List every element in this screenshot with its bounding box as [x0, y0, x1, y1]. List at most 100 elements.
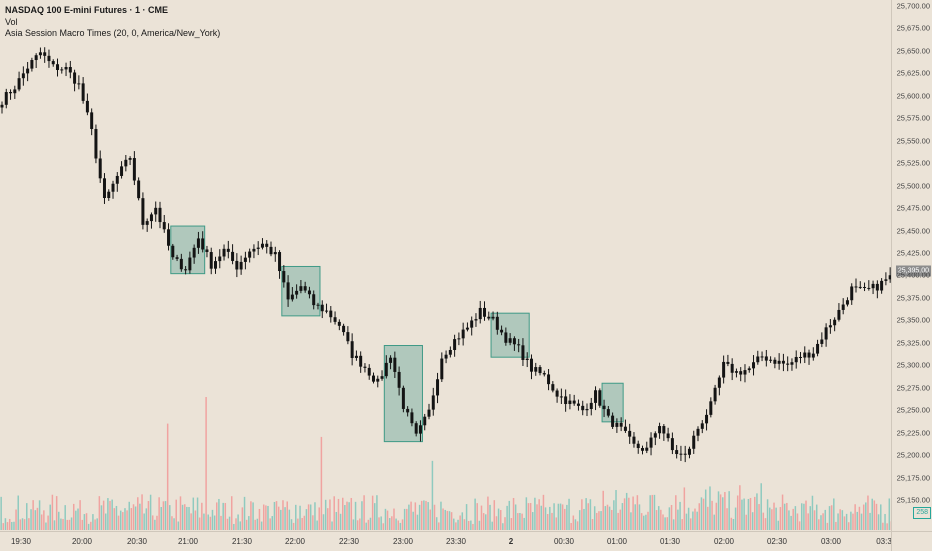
- candle-body: [876, 284, 879, 291]
- volume-bar: [596, 513, 598, 530]
- volume-bar: [212, 510, 214, 530]
- volume-bar: [82, 520, 84, 530]
- volume-bar: [686, 514, 688, 530]
- volume-bar: [622, 503, 624, 530]
- volume-bar: [662, 514, 664, 530]
- candle-body: [658, 426, 661, 433]
- candle-body: [726, 362, 729, 364]
- candle-body: [257, 248, 260, 249]
- volume-bar: [35, 510, 37, 530]
- volume-bar: [126, 510, 128, 530]
- candle-body: [193, 248, 196, 258]
- volume-bar: [71, 517, 73, 530]
- candle-body: [43, 52, 46, 56]
- volume-bar: [541, 506, 543, 530]
- volume-bar: [111, 500, 113, 530]
- candle-body: [765, 356, 768, 360]
- candle-body: [103, 178, 106, 198]
- volume-bar: [592, 519, 594, 530]
- candle-body: [603, 406, 606, 409]
- volume-bar: [158, 497, 160, 530]
- candle-body: [795, 357, 798, 362]
- volume-bar: [869, 513, 871, 530]
- candle-body: [581, 406, 584, 410]
- volume-bar: [244, 497, 246, 530]
- volume-bar: [368, 520, 370, 530]
- price-chart[interactable]: [0, 0, 891, 531]
- volume-bar: [203, 514, 205, 530]
- volume-bar: [263, 505, 265, 530]
- volume-bar: [624, 498, 626, 530]
- candle-body: [197, 238, 200, 247]
- volume-bar: [365, 523, 367, 530]
- macro-time-box[interactable]: [171, 226, 205, 274]
- candle-body: [803, 353, 806, 358]
- volume-bar: [9, 519, 11, 530]
- volume-bar: [882, 523, 884, 530]
- volume-bar: [199, 518, 201, 530]
- time-tick-label: 23:30: [446, 537, 466, 546]
- volume-bar: [286, 501, 288, 530]
- candle-body: [154, 208, 157, 215]
- volume-bar: [634, 504, 636, 530]
- time-tick-label: 01:00: [607, 537, 627, 546]
- candle-body: [543, 373, 546, 374]
- volume-bar: [116, 506, 118, 530]
- candle-body: [842, 305, 845, 310]
- candle-body: [850, 286, 853, 300]
- candle-body: [124, 160, 127, 167]
- volume-bar: [180, 496, 182, 530]
- symbol-title[interactable]: NASDAQ 100 E-mini Futures · 1 · CME: [5, 5, 220, 17]
- volume-bar: [545, 507, 547, 530]
- volume-bar: [84, 514, 86, 530]
- candle-body: [701, 423, 704, 428]
- volume-bar: [109, 501, 111, 530]
- volume-bar: [500, 510, 502, 530]
- volume-badge: 258: [913, 507, 931, 519]
- volume-bar: [325, 500, 327, 530]
- volume-bar: [17, 496, 19, 530]
- volume-bar: [468, 521, 470, 530]
- volume-bar: [462, 512, 464, 530]
- volume-bar: [376, 495, 378, 530]
- volume-bar: [718, 491, 720, 530]
- indicator-macro[interactable]: Asia Session Macro Times (20, 0, America…: [5, 28, 220, 40]
- candle-body: [837, 310, 840, 320]
- candle-body: [60, 69, 63, 70]
- candle-body: [436, 379, 439, 395]
- indicator-vol[interactable]: Vol: [5, 17, 220, 29]
- candle-body: [428, 410, 431, 417]
- candle-body: [607, 409, 610, 416]
- volume-bar: [611, 510, 613, 530]
- volume-bar: [605, 506, 607, 530]
- volume-bar: [722, 497, 724, 530]
- volume-bar: [607, 505, 609, 530]
- candle-body: [825, 327, 828, 339]
- volume-bar: [282, 500, 284, 530]
- volume-bar: [526, 497, 528, 530]
- volume-bar: [165, 501, 167, 530]
- price-tick-label: 25,300.00: [897, 361, 930, 370]
- volume-bar: [214, 516, 216, 530]
- volume-bar: [835, 522, 837, 530]
- volume-bar: [790, 516, 792, 530]
- candle-body: [846, 300, 849, 304]
- volume-bar: [726, 508, 728, 530]
- volume-bar: [743, 499, 745, 530]
- volume-bar: [131, 508, 133, 530]
- candle-body: [423, 417, 426, 426]
- candle-body: [479, 308, 482, 319]
- volume-bar: [402, 519, 404, 530]
- volume-bar: [886, 523, 888, 530]
- volume-bar: [711, 501, 713, 530]
- candle-body: [141, 198, 144, 225]
- volume-bar: [197, 498, 199, 530]
- volume-bar: [340, 514, 342, 530]
- volume-bar: [812, 496, 814, 530]
- volume-bar: [690, 518, 692, 530]
- price-tick-label: 25,500.00: [897, 181, 930, 190]
- candle-body: [735, 371, 738, 373]
